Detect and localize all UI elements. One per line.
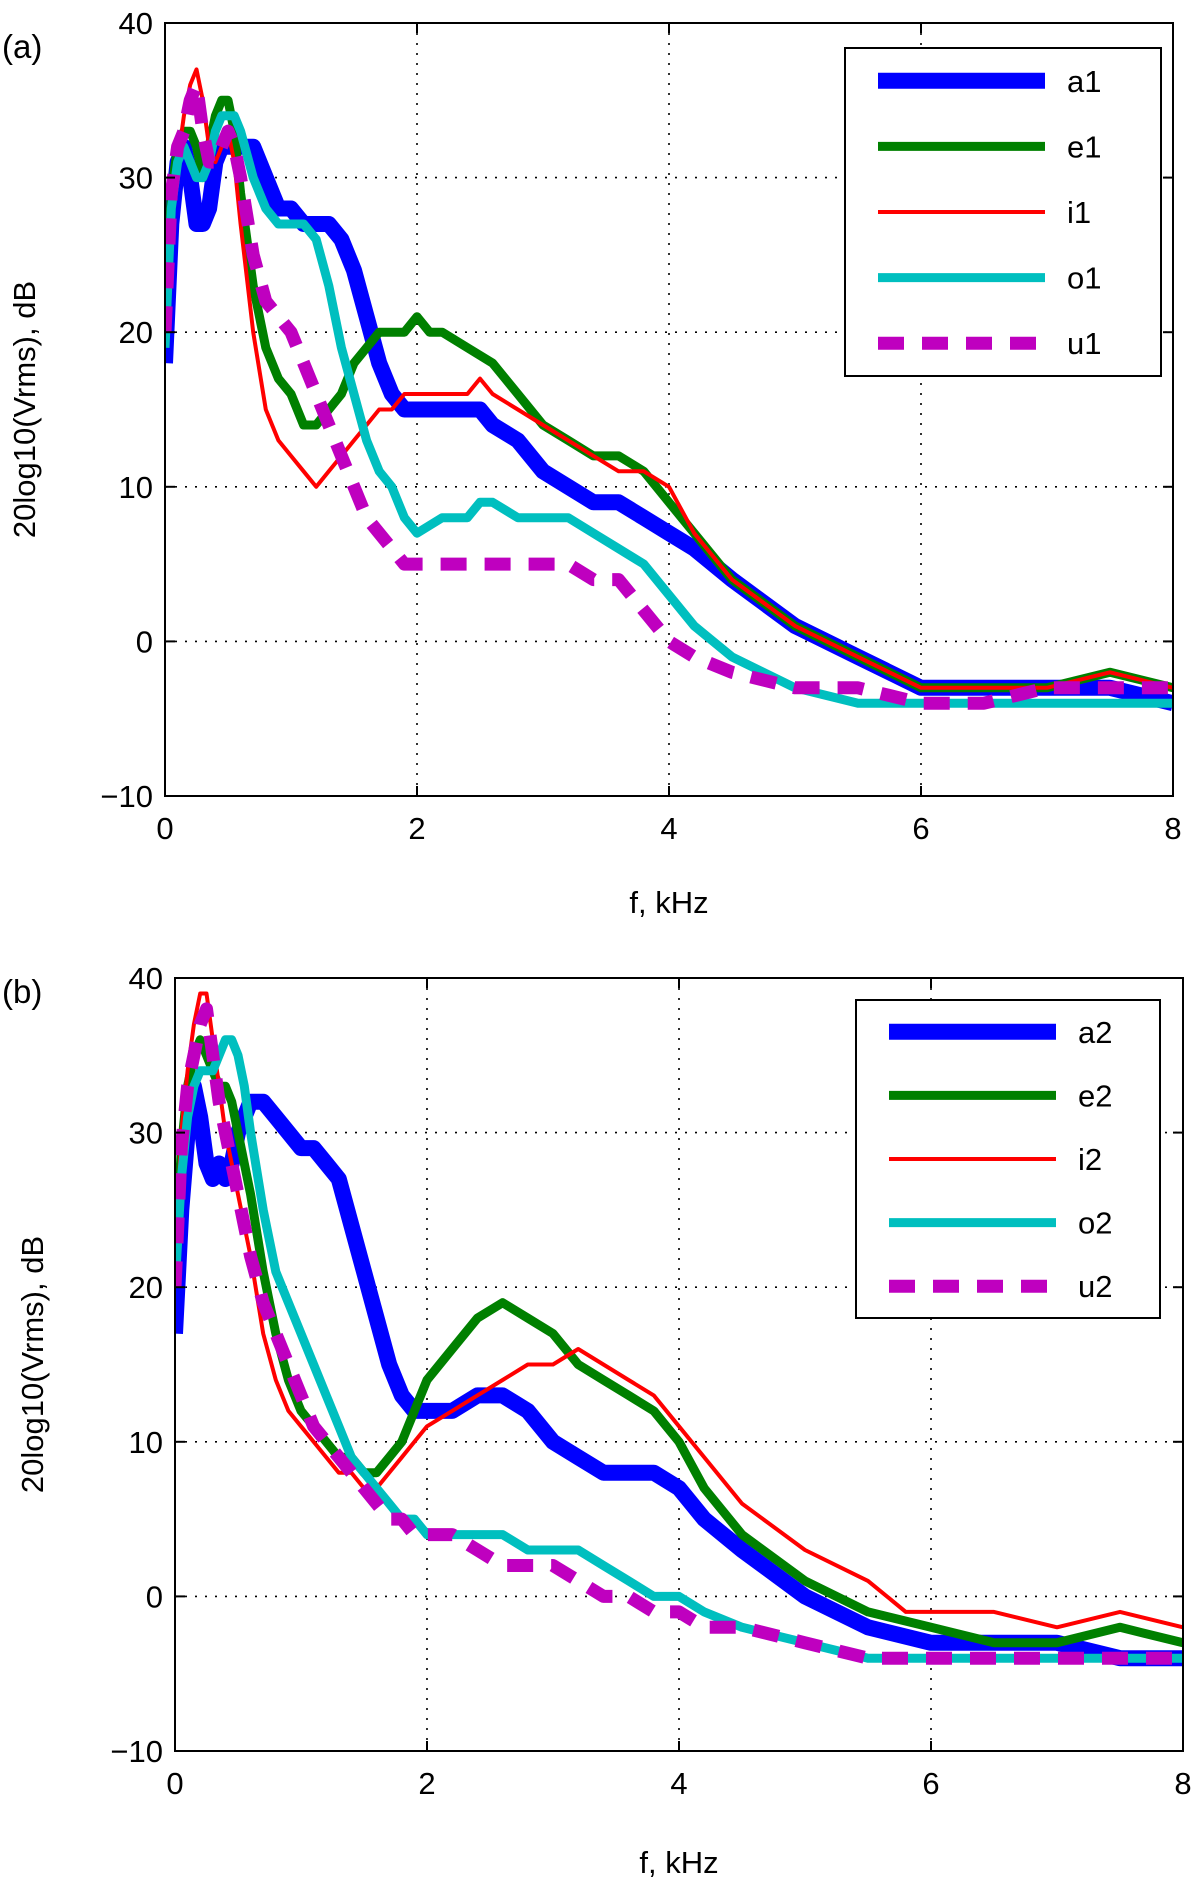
legend-label-o1: o1	[1067, 261, 1101, 296]
legend-label-e1: e1	[1067, 129, 1101, 164]
y-tick-label: 40	[129, 961, 163, 996]
series-line-i2	[175, 991, 1183, 1630]
y-tick-label: −10	[110, 1734, 163, 1769]
x-tick-label: 8	[1164, 811, 1181, 846]
y-tick-label: 20	[129, 1270, 163, 1305]
legend-label-u1: u1	[1067, 326, 1101, 361]
legend-label-i2: i2	[1078, 1142, 1102, 1177]
series-line-u1	[165, 78, 1173, 710]
series-line-o1	[165, 111, 1173, 708]
x-tick-label: 2	[418, 1766, 435, 1801]
x-axis-label: f, kHz	[629, 885, 708, 920]
y-axis-label: 20log10(Vrms), dB	[15, 1236, 50, 1493]
series-line-a2	[175, 1078, 1183, 1667]
y-axis-label: 20log10(Vrms), dB	[7, 281, 42, 538]
legend-label-u2: u2	[1078, 1269, 1112, 1304]
series-group	[165, 67, 1173, 711]
x-tick-label: 2	[408, 811, 425, 846]
series-line-o2	[175, 1035, 1183, 1663]
series-line-u2	[175, 1002, 1183, 1665]
legend-label-o2: o2	[1078, 1206, 1112, 1241]
panel-label: (a)	[2, 28, 42, 65]
y-tick-label: 0	[146, 1579, 163, 1614]
x-tick-label: 0	[166, 1766, 183, 1801]
series-line-a1	[165, 138, 1173, 711]
y-tick-label: 20	[119, 315, 153, 350]
x-tick-label: 6	[922, 1766, 939, 1801]
legend-label-i1: i1	[1067, 195, 1091, 230]
legend: a2 e2 i2 o2 u2	[855, 999, 1161, 1319]
legend-label-a2: a2	[1078, 1015, 1112, 1050]
x-axis-label: f, kHz	[639, 1845, 718, 1880]
legend-label-a1: a1	[1067, 64, 1101, 99]
y-tick-label: 30	[119, 161, 153, 196]
x-tick-label: 4	[670, 1766, 687, 1801]
x-tick-label: 6	[912, 811, 929, 846]
panel-label: (b)	[2, 973, 42, 1010]
x-tick-label: 8	[1174, 1766, 1191, 1801]
series-group	[175, 991, 1183, 1667]
y-tick-label: 0	[136, 624, 153, 659]
y-tick-label: −10	[100, 779, 153, 814]
legend: a1 e1 i1 o1 u1	[844, 47, 1162, 377]
y-tick-label: 10	[119, 470, 153, 505]
y-tick-label: 30	[129, 1116, 163, 1151]
y-tick-label: 10	[129, 1425, 163, 1460]
x-tick-label: 4	[660, 811, 677, 846]
legend-label-e2: e2	[1078, 1078, 1112, 1113]
y-tick-label: 40	[119, 6, 153, 41]
x-tick-label: 0	[156, 811, 173, 846]
